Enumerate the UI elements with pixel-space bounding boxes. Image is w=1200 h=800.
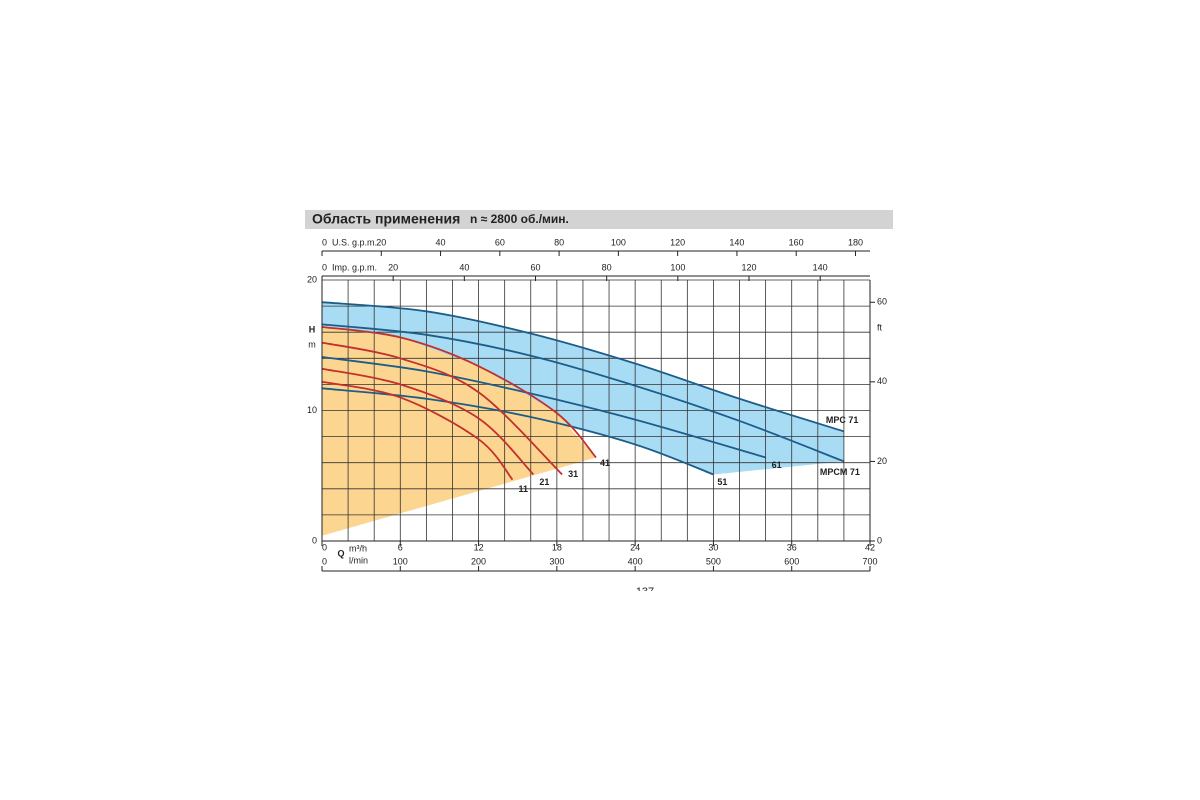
x2-unit: l/min (349, 555, 368, 565)
x-tick-label: 500 (706, 556, 721, 566)
x-tick-label: 140 (813, 262, 828, 272)
x-tick-label: 180 (848, 237, 863, 247)
curve (321, 380, 514, 481)
chart-title: Область применения (312, 211, 460, 227)
x-tick-label: 6 (398, 542, 403, 552)
x-tick-label: 200 (471, 556, 486, 566)
x-tick-label: 100 (611, 237, 626, 247)
x-label: Q (337, 548, 344, 558)
curve (321, 341, 563, 476)
series-label: 41 (600, 458, 610, 468)
curve (321, 301, 845, 433)
x-tick-label: 300 (549, 556, 564, 566)
x-tick-label: 60 (495, 237, 505, 247)
series-label: 31 (568, 469, 578, 479)
x-tick-label: 100 (393, 556, 408, 566)
x-tick-label: 0 (322, 542, 327, 552)
page-cut (600, 591, 700, 611)
y-tick-label: 0 (312, 535, 317, 545)
y2-tick-label: 40 (877, 376, 887, 386)
y2-tick-label: 0 (877, 535, 882, 545)
x-tick-label: 0 (322, 262, 327, 272)
x4-unit: Imp. g.p.m. (332, 262, 377, 272)
series-label: 61 (772, 460, 782, 470)
x-tick-label: 20 (388, 262, 398, 272)
y2-tick-label: 20 (877, 456, 887, 466)
curve (321, 323, 845, 463)
y2-tick-label: 60 (877, 297, 887, 307)
x-tick-label: 400 (628, 556, 643, 566)
x-tick-label: 20 (376, 237, 386, 247)
x-tick-label: 80 (554, 237, 564, 247)
x-tick-label: 18 (552, 542, 562, 552)
x-unit: m³/h (349, 543, 367, 553)
x-tick-label: 42 (865, 542, 875, 552)
y-tick-label: 20 (307, 274, 317, 284)
x-tick-label: 60 (530, 262, 540, 272)
x-tick-label: 40 (436, 237, 446, 247)
series-label: 51 (717, 477, 727, 487)
x-tick-label: 24 (630, 542, 640, 552)
x-tick-label: 600 (784, 556, 799, 566)
curve (321, 326, 597, 459)
y2-unit: ft (877, 322, 883, 332)
curve (321, 356, 766, 459)
series-label: 21 (539, 477, 549, 487)
x-tick-label: 120 (670, 237, 685, 247)
x-tick-label: 0 (322, 237, 327, 247)
y-unit: m (308, 339, 316, 349)
curve (321, 367, 535, 476)
x3-unit: U.S. g.p.m. (332, 237, 377, 247)
y-tick-label: 10 (307, 405, 317, 415)
x-tick-label: 40 (459, 262, 469, 272)
x-tick-label: 700 (862, 556, 877, 566)
x-tick-label: 80 (602, 262, 612, 272)
series-label: MPC 71 (826, 415, 859, 425)
series-label: MPCM 71 (820, 467, 860, 477)
series-label: 11 (518, 484, 528, 494)
x-tick-label: 140 (729, 237, 744, 247)
y-label: H (309, 324, 316, 334)
x-tick-label: 120 (741, 262, 756, 272)
x-tick-label: 0 (322, 556, 327, 566)
x-tick-label: 12 (474, 542, 484, 552)
title-bar (305, 210, 893, 229)
x-tick-label: 160 (789, 237, 804, 247)
region (322, 326, 596, 536)
x-tick-label: 30 (708, 542, 718, 552)
chart-subtitle: n ≈ 2800 об./мин. (470, 212, 569, 226)
x-tick-label: 100 (670, 262, 685, 272)
x-tick-label: 36 (787, 542, 797, 552)
